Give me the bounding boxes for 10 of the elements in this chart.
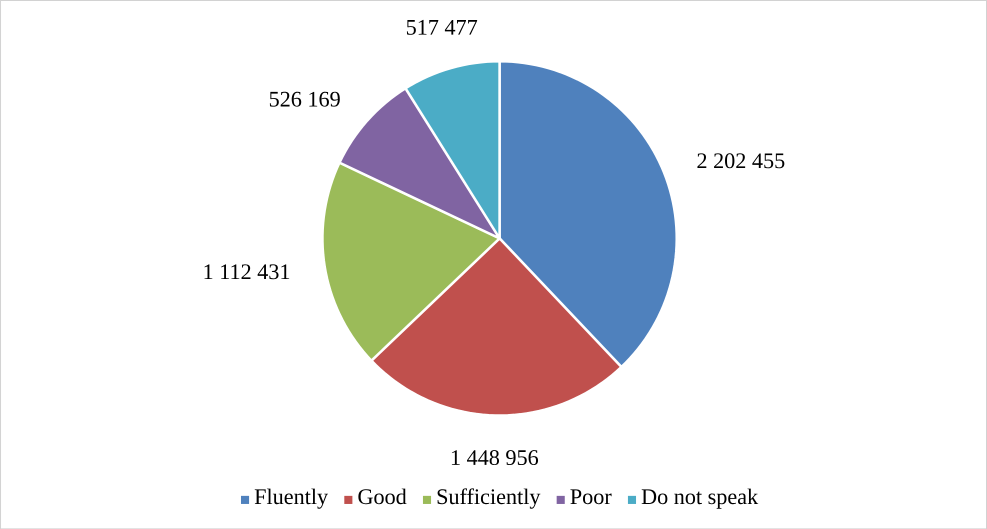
data-label: 1 448 956	[452, 450, 538, 465]
legend-label: Do not speak	[642, 488, 758, 508]
data-label: 1 112 431	[204, 264, 290, 280]
data-label: 2 202 455	[697, 153, 784, 168]
legend-label: Fluently	[254, 488, 328, 509]
data-label: 526 169	[270, 92, 340, 106]
legend-label: Good	[358, 488, 406, 504]
legend-label: Sufficiently	[438, 488, 540, 509]
data-label: 517 477	[406, 20, 478, 35]
legend-label: Poor	[570, 489, 612, 504]
